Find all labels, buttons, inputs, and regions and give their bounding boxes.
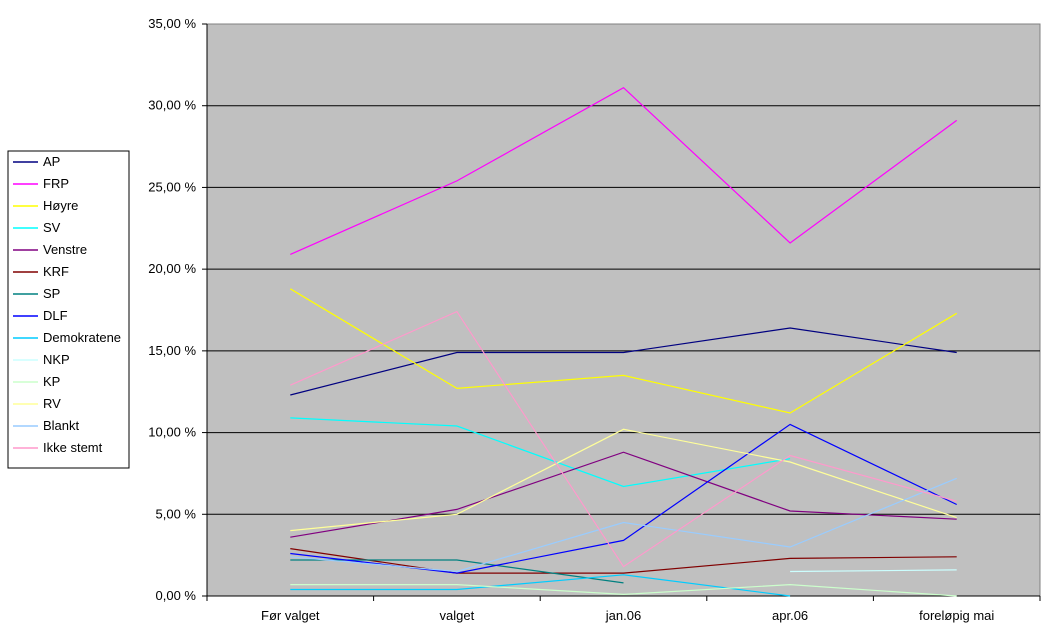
legend-label-rv: RV: [43, 396, 61, 411]
series-line-krf: [290, 548, 957, 574]
x-tick-label: Før valget: [261, 608, 320, 623]
axes: 0,00 % 5,00 % 10,00 % 15,00 % 20,00 % 25,00 %…: [148, 16, 1041, 623]
legend-label-venstre: Venstre: [43, 242, 87, 257]
x-tick-label: jan.06: [605, 608, 641, 623]
y-tick-label: 10,00 %: [148, 425, 196, 440]
series-line-ap: [290, 327, 957, 396]
y-tick-label: 5,00 %: [156, 506, 197, 521]
legend-label-ikke-stemt: Ikke stemt: [43, 440, 103, 455]
grid-lines: [207, 105, 1040, 515]
series-line-blankt: [290, 477, 957, 573]
legend: AP FRP Høyre SV Venstre KRF SP DLF Demokratene NK…: [7, 150, 130, 469]
legend-label-demokratene: Demokratene: [43, 330, 121, 345]
legend-label-blankt: Blankt: [43, 418, 80, 433]
legend-label-dlf: DLF: [43, 308, 68, 323]
legend-label-ap: AP: [43, 154, 60, 169]
series-lines: [289, 86, 958, 597]
legend-box: [7, 150, 130, 469]
series-line-rv: [290, 428, 957, 532]
legend-label-krf: KRF: [43, 264, 69, 279]
series-line-frp: [290, 86, 958, 255]
y-tick-label: 0,00 %: [156, 588, 197, 603]
x-tick-label: valget: [440, 608, 475, 623]
series-line-ikke-stemt: [290, 310, 957, 568]
legend-label-sp: SP: [43, 286, 60, 301]
legend-label-kp: KP: [43, 374, 60, 389]
legend-label-sv: SV: [43, 220, 61, 235]
series-line-sv: [290, 417, 791, 488]
x-tick-label: apr.06: [772, 608, 808, 623]
legend-label-h-yre: Høyre: [43, 198, 78, 213]
y-tick-label: 15,00 %: [148, 343, 196, 358]
series-line-venstre: [290, 451, 957, 538]
y-tick-label: 25,00 %: [148, 179, 196, 194]
series-line-demokratene: [290, 574, 791, 597]
plot-area: [206, 23, 1041, 597]
series-line-kp: [290, 583, 957, 597]
series-line-nkp: [790, 569, 957, 573]
y-tick-label: 20,00 %: [148, 261, 196, 276]
y-tick-label: 30,00 %: [148, 98, 196, 113]
legend-label-nkp: NKP: [43, 352, 70, 367]
legend-label-frp: FRP: [43, 176, 69, 191]
series-line-h-yre: [289, 288, 958, 414]
y-tick-label: 35,00 %: [148, 16, 196, 31]
x-tick-label: foreløpig mai: [919, 608, 994, 623]
